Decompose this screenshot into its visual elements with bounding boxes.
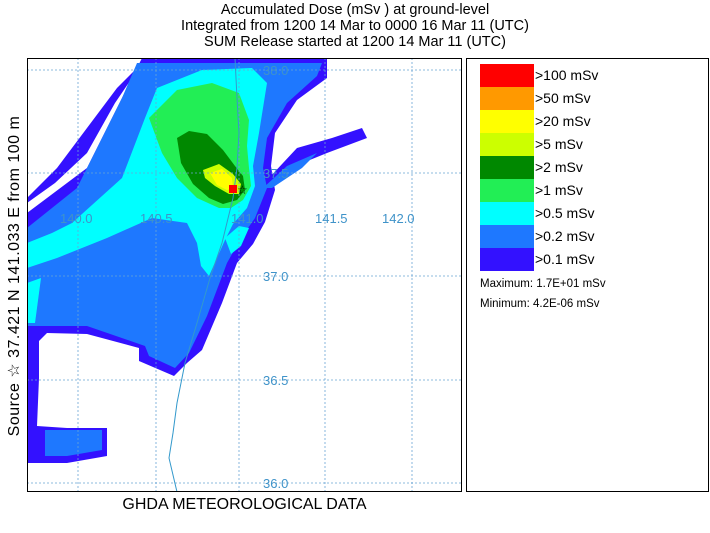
source-star-icon: ☆	[237, 183, 248, 197]
title-line-1: Accumulated Dose (mSv ) at ground-level	[220, 2, 490, 18]
legend-label: >0.5 mSv	[535, 205, 595, 221]
map-frame	[27, 58, 462, 492]
lon-label-1410: 141.0	[231, 211, 264, 226]
release-point-marker	[229, 185, 237, 193]
legend-label: >50 mSv	[535, 90, 591, 106]
legend-swatch	[480, 156, 534, 179]
minimum-value: Minimum: 4.2E-06 mSv	[480, 298, 600, 310]
lon-label-1415: 141.5	[315, 211, 348, 226]
dose-legend: >100 mSv >50 mSv >20 mSv >5 mSv >2 mSv >…	[466, 58, 709, 492]
legend-row: >1 mSv	[480, 179, 700, 202]
legend-row: >2 mSv	[480, 156, 700, 179]
legend-row: >0.1 mSv	[480, 248, 700, 271]
map-gridlines	[27, 58, 462, 492]
legend-row: >50 mSv	[480, 87, 700, 110]
legend-label: >1 mSv	[535, 182, 583, 198]
lon-label-1400: 140.0	[60, 211, 93, 226]
lat-label-375: 37.5	[263, 166, 288, 181]
lat-label-365: 36.5	[263, 373, 288, 388]
legend-label: >2 mSv	[535, 159, 583, 175]
legend-swatch	[480, 225, 534, 248]
legend-row: >5 mSv	[480, 133, 700, 156]
lon-label-1405: 140.5	[140, 211, 173, 226]
legend-swatch	[480, 110, 534, 133]
legend-label: >100 mSv	[535, 67, 599, 83]
legend-row: >20 mSv	[480, 110, 700, 133]
legend-swatch	[480, 179, 534, 202]
legend-label: >5 mSv	[535, 136, 583, 152]
lat-label-370: 37.0	[263, 269, 288, 284]
lat-label-360: 36.0	[263, 476, 288, 491]
source-location-label: Source ☆ 37.421 N 141.033 E from 100 m	[6, 115, 23, 437]
legend-label: >20 mSv	[535, 113, 591, 129]
legend-label: >0.1 mSv	[535, 251, 595, 267]
legend-row: >0.5 mSv	[480, 202, 700, 225]
legend-swatch	[480, 87, 534, 110]
title-line-3: SUM Release started at 1200 14 Mar 11 (U…	[204, 34, 506, 50]
legend-swatch	[480, 64, 534, 87]
coastline	[168, 58, 240, 492]
legend-swatch	[480, 248, 534, 271]
legend-swatch	[480, 133, 534, 156]
legend-row: >100 mSv	[480, 64, 700, 87]
maximum-value: Maximum: 1.7E+01 mSv	[480, 278, 606, 290]
dose-region-20	[210, 169, 233, 190]
lon-label-1420: 142.0	[382, 211, 415, 226]
legend-label: >0.2 mSv	[535, 228, 595, 244]
legend-swatch	[480, 202, 534, 225]
lat-label-380: 38.0	[263, 63, 288, 78]
title-line-2: Integrated from 1200 14 Mar to 0000 16 M…	[181, 18, 529, 34]
legend-row: >0.2 mSv	[480, 225, 700, 248]
dose-map: 140.0 140.5 141.0 141.5 142.0 38.0 37.5 …	[27, 58, 462, 492]
footer-data-source: GHDA METEOROLOGICAL DATA	[122, 496, 367, 513]
